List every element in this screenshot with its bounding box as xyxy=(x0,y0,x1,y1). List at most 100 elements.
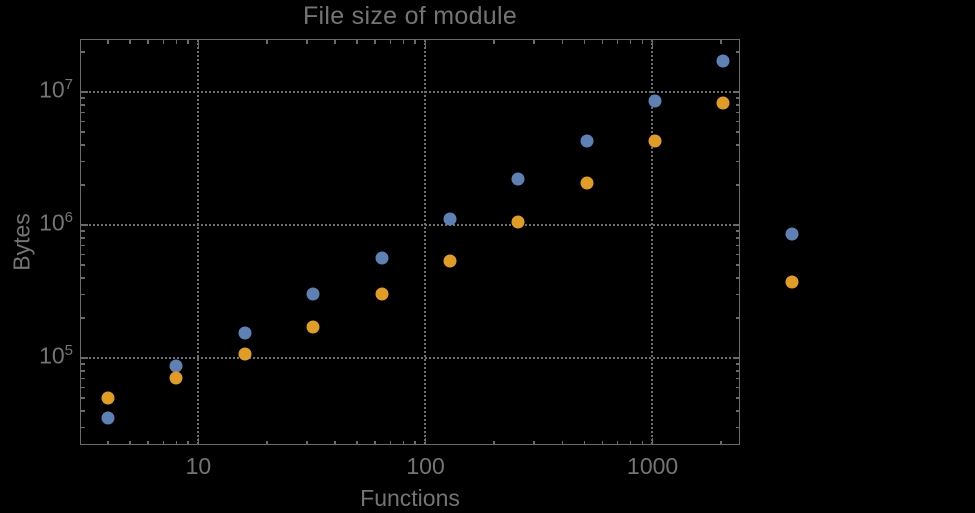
x-tick-top xyxy=(583,40,586,44)
x-axis-label: Functions xyxy=(360,485,460,511)
data-point-blue-series xyxy=(511,172,525,186)
x-tick xyxy=(493,440,495,444)
x-tick-top xyxy=(334,40,336,44)
x-tick-top xyxy=(424,40,427,47)
y-tick-right xyxy=(735,397,739,399)
y-tick xyxy=(81,111,85,114)
x-tick-label-10: 10 xyxy=(185,453,212,479)
x-tick-top xyxy=(533,40,535,44)
y-gridline-10e6 xyxy=(81,223,739,226)
plot-frame xyxy=(80,39,740,445)
data-point-blue-series xyxy=(238,326,252,340)
x-tick-top xyxy=(414,40,416,44)
x-tick-top xyxy=(651,40,654,47)
y-tick-right xyxy=(735,410,739,412)
y-tick-right xyxy=(735,277,739,279)
x-tick xyxy=(629,440,632,444)
chart-title: File size of module xyxy=(302,2,518,30)
x-tick xyxy=(583,440,586,444)
y-tick-right xyxy=(735,51,739,53)
y-tick-right xyxy=(735,317,739,319)
x-tick-top xyxy=(162,40,164,44)
y-tick-right xyxy=(732,357,739,359)
y-tick-right xyxy=(735,244,739,247)
x-tick xyxy=(720,440,722,444)
x-tick-top xyxy=(601,40,604,44)
x-tick-top xyxy=(616,40,619,44)
x-tick-top xyxy=(129,40,131,44)
y-tick xyxy=(81,91,88,93)
y-tick-right xyxy=(735,131,739,133)
y-tick-right xyxy=(735,184,739,186)
data-point-orange-series xyxy=(443,254,457,268)
x-tick xyxy=(414,440,416,444)
y-tick xyxy=(81,426,85,429)
y-tick-right xyxy=(735,237,739,239)
y-tick xyxy=(81,370,85,372)
x-tick xyxy=(197,437,200,444)
data-point-blue-series xyxy=(443,212,457,226)
y-tick-label-10e5: 105 xyxy=(39,341,73,369)
x-tick-top xyxy=(306,40,308,44)
x-tick-top xyxy=(629,40,632,44)
y-tick xyxy=(81,160,85,163)
y-tick-right xyxy=(735,363,739,365)
x-tick xyxy=(561,440,564,444)
y-tick xyxy=(81,293,85,296)
data-point-blue-series xyxy=(716,54,730,68)
x-tick-top xyxy=(561,40,564,44)
data-point-blue-series xyxy=(648,94,662,108)
x-tick-top xyxy=(266,40,268,44)
x-gridline-100 xyxy=(424,40,427,444)
y-tick xyxy=(81,97,85,99)
y-tick xyxy=(81,386,85,389)
x-tick-top xyxy=(175,40,178,44)
data-point-orange-series xyxy=(648,134,662,148)
y-tick-right xyxy=(735,97,739,99)
x-gridline-1000 xyxy=(651,40,654,444)
x-tick-top xyxy=(493,40,495,44)
data-point-blue-series xyxy=(169,359,183,373)
data-point-orange-series xyxy=(169,371,183,385)
x-tick-label-1000: 1000 xyxy=(627,453,679,479)
y-tick xyxy=(81,131,85,133)
x-tick xyxy=(187,440,189,444)
x-tick xyxy=(601,440,604,444)
x-tick xyxy=(424,437,427,444)
x-tick-top xyxy=(356,40,358,44)
y-tick xyxy=(81,237,85,239)
y-tick-right xyxy=(735,426,739,429)
x-tick-top xyxy=(402,40,405,44)
x-tick-label-100: 100 xyxy=(406,453,445,479)
data-point-blue-series xyxy=(580,134,594,148)
x-tick xyxy=(129,440,131,444)
x-tick xyxy=(402,440,405,444)
x-tick-top xyxy=(389,40,392,44)
data-point-orange-series xyxy=(101,391,115,405)
y-tick-right xyxy=(735,120,739,123)
x-tick xyxy=(641,440,643,444)
x-tick-top xyxy=(374,40,376,44)
y-tick-right xyxy=(732,91,739,93)
x-tick xyxy=(266,440,268,444)
y-tick xyxy=(81,104,85,106)
data-point-orange-series xyxy=(716,96,730,110)
x-tick xyxy=(616,440,619,444)
y-tick-label-10e7: 107 xyxy=(39,75,73,103)
y-tick xyxy=(81,357,88,359)
data-point-blue-series xyxy=(785,227,799,241)
y-tick xyxy=(81,410,85,412)
y-tick-right xyxy=(735,230,739,232)
x-tick xyxy=(107,440,109,444)
y-tick xyxy=(81,397,85,399)
y-tick xyxy=(81,277,85,279)
data-point-blue-series xyxy=(101,411,115,425)
data-point-orange-series xyxy=(785,275,799,289)
x-tick-top xyxy=(187,40,189,44)
y-tick xyxy=(81,244,85,247)
y-tick xyxy=(81,230,85,232)
y-tick-right xyxy=(735,370,739,372)
y-tick xyxy=(81,120,85,123)
y-tick xyxy=(81,144,85,146)
y-tick-right xyxy=(735,111,739,114)
